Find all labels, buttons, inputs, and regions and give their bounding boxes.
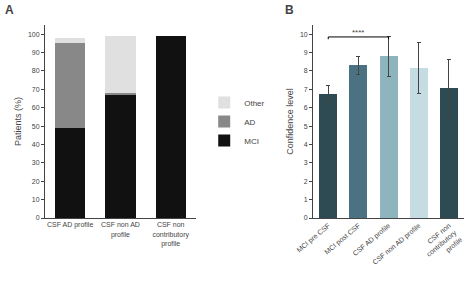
svg-text:4: 4	[304, 141, 308, 148]
svg-text:8: 8	[304, 67, 308, 74]
svg-text:0: 0	[304, 214, 308, 221]
svg-text:50: 50	[32, 123, 40, 130]
svg-text:Other: Other	[244, 99, 264, 108]
svg-text:MCI post CSF: MCI post CSF	[323, 222, 362, 256]
svg-text:B: B	[285, 3, 294, 17]
svg-text:3: 3	[304, 159, 308, 166]
svg-text:7: 7	[304, 86, 308, 93]
svg-text:CSF non ADprofile: CSF non ADprofile	[101, 221, 140, 238]
svg-text:0: 0	[36, 214, 40, 221]
svg-text:10: 10	[32, 196, 40, 203]
svg-text:70: 70	[32, 86, 40, 93]
svg-text:CSF non AD profile: CSF non AD profile	[371, 222, 422, 267]
svg-text:100: 100	[28, 31, 40, 38]
svg-text:80: 80	[32, 67, 40, 74]
svg-text:5: 5	[304, 123, 308, 130]
svg-text:Patients (%): Patients (%)	[13, 97, 23, 146]
svg-text:30: 30	[32, 159, 40, 166]
svg-text:60: 60	[32, 104, 40, 111]
svg-text:CSF AD profile: CSF AD profile	[352, 222, 393, 258]
svg-text:Confidence level: Confidence level	[285, 88, 295, 155]
svg-text:CSF AD profile: CSF AD profile	[47, 221, 93, 229]
svg-text:1: 1	[304, 196, 308, 203]
svg-text:9: 9	[304, 49, 308, 56]
svg-text:CSF noncontributoryprofile: CSF noncontributoryprofile	[419, 222, 464, 266]
svg-text:6: 6	[304, 104, 308, 111]
svg-text:CSF noncontributoryprofile: CSF noncontributoryprofile	[152, 221, 189, 247]
svg-text:90: 90	[32, 49, 40, 56]
svg-text:20: 20	[32, 178, 40, 185]
svg-text:2: 2	[304, 178, 308, 185]
svg-text:MCI pre CSF: MCI pre CSF	[295, 222, 331, 254]
svg-text:10: 10	[300, 31, 308, 38]
svg-text:40: 40	[32, 141, 40, 148]
svg-text:A: A	[5, 3, 14, 17]
svg-text:AD: AD	[244, 118, 255, 127]
svg-text:MCI: MCI	[244, 137, 259, 146]
svg-text:****: ****	[352, 28, 364, 37]
